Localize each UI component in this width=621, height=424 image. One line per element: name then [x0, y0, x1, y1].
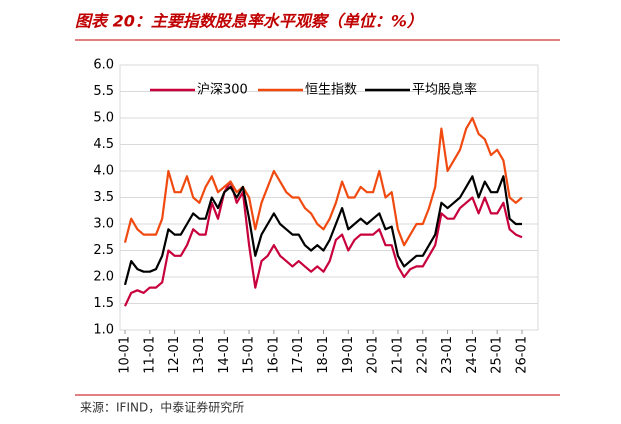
x-tick-label: 13-01 — [192, 336, 207, 374]
y-tick-label: 2.0 — [93, 270, 114, 285]
x-tick-label: 12-01 — [167, 336, 182, 374]
x-tick-label: 19-01 — [341, 336, 356, 374]
x-tick-label: 25-01 — [490, 336, 505, 374]
legend-label: 平均股息率 — [412, 82, 477, 98]
y-tick-label: 3.0 — [93, 217, 114, 232]
y-tick-label: 6.0 — [93, 58, 114, 73]
legend-label: 恒生指数 — [305, 83, 357, 98]
x-tick-label: 15-01 — [242, 336, 257, 374]
x-tick-label: 23-01 — [440, 336, 455, 374]
x-tick-label: 20-01 — [366, 336, 381, 374]
series-line — [123, 116, 523, 247]
x-tick-label: 11-01 — [142, 336, 157, 374]
source: 来源：IFIND，中泰证券研究所 — [80, 400, 244, 415]
y-tick-label: 4.0 — [93, 164, 114, 179]
x-tick-label: 10-01 — [118, 336, 133, 374]
series-line — [123, 175, 522, 286]
y-tick-label: 1.0 — [93, 323, 114, 338]
y-tick-label: 3.5 — [93, 190, 114, 205]
y-tick-label: 2.5 — [93, 243, 114, 258]
y-tick-label: 5.5 — [93, 84, 114, 99]
x-tick-label: 18-01 — [316, 336, 331, 374]
chart-title: 图表 20：主要指数股息率水平观察（单位：%） — [75, 12, 423, 31]
x-tick-label: 21-01 — [390, 336, 405, 374]
x-tick-label: 14-01 — [217, 336, 232, 374]
x-tick-label: 26-01 — [515, 336, 530, 374]
legend-label: 沪深300 — [197, 82, 248, 98]
series-line — [124, 180, 523, 307]
y-tick-label: 1.5 — [93, 296, 114, 311]
x-tick-label: 24-01 — [465, 336, 480, 374]
y-tick-label: 4.5 — [93, 137, 114, 152]
y-tick-label: 5.0 — [93, 111, 114, 126]
x-tick-label: 16-01 — [266, 336, 281, 374]
x-tick-label: 17-01 — [291, 336, 306, 374]
x-tick-label: 22-01 — [415, 336, 430, 374]
